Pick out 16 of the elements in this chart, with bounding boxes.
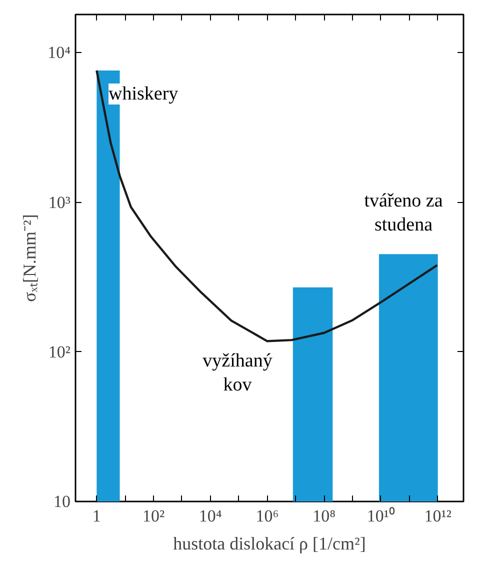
x-tick-label: 10¹² (424, 506, 452, 526)
x-tick-label: 10² (142, 506, 165, 526)
y-tick-label: 10 (54, 492, 70, 511)
y-axis-title: σₓₜ[N.mm⁻²] (20, 214, 40, 302)
x-tick-label: 1 (92, 506, 101, 526)
y-tick-label: 10⁴ (48, 43, 71, 62)
annotation: vyžíhaný kov (202, 350, 273, 396)
x-tick-label: 10⁶ (256, 506, 279, 526)
x-tick-label: 10⁸ (312, 506, 336, 526)
annotation: whiskery (108, 84, 179, 104)
x-tick-label: 10¹⁰ (366, 506, 396, 526)
x-axis-title: hustota dislokací ρ [1/cm²] (173, 534, 366, 554)
y-tick-label: 10² (48, 342, 71, 362)
x-tick-label: 10⁴ (198, 506, 222, 526)
y-tick-label: 10³ (48, 192, 71, 212)
annotation: tvářeno za studena (364, 190, 444, 236)
